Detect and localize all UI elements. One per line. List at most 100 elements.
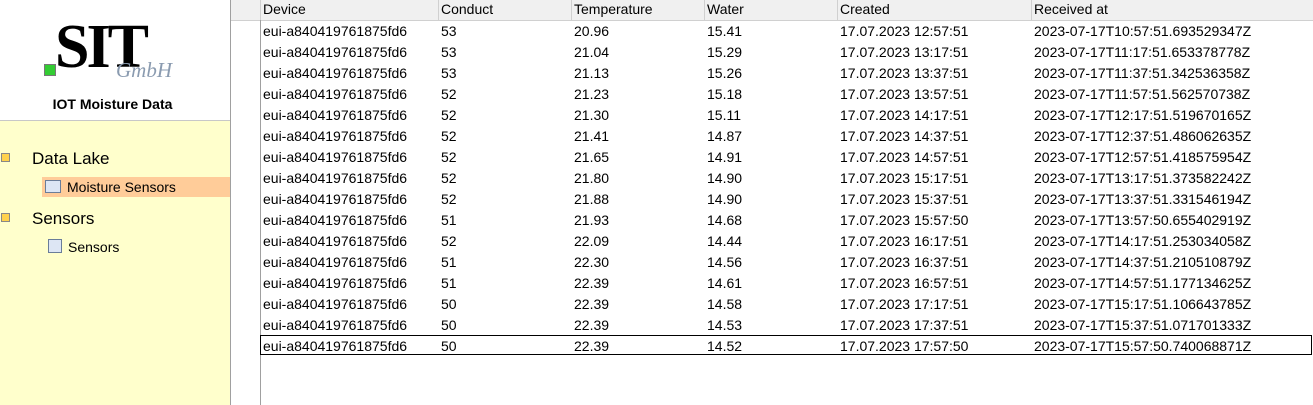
cell[interactable]: eui-a840419761875fd6 xyxy=(263,275,408,291)
cell[interactable]: eui-a840419761875fd6 xyxy=(263,23,408,39)
cell[interactable]: 52 xyxy=(441,191,457,207)
cell[interactable]: 14.44 xyxy=(707,233,743,249)
cell[interactable]: eui-a840419761875fd6 xyxy=(263,86,408,102)
cell[interactable]: 14.68 xyxy=(707,212,743,228)
cell[interactable]: 14.53 xyxy=(707,317,743,333)
cell[interactable]: 22.09 xyxy=(574,233,610,249)
cell[interactable]: 22.39 xyxy=(574,338,610,354)
tree-group[interactable]: Data Lake xyxy=(32,149,110,168)
cell[interactable]: 52 xyxy=(441,233,457,249)
cell[interactable]: 21.04 xyxy=(574,44,610,60)
cell[interactable]: 17.07.2023 16:37:51 xyxy=(840,254,969,270)
cell[interactable]: 17.07.2023 17:17:51 xyxy=(840,296,969,312)
cell[interactable]: 53 xyxy=(441,23,457,39)
cell[interactable]: 2023-07-17T12:37:51.486062635Z xyxy=(1034,128,1252,144)
cell[interactable]: 17.07.2023 15:17:51 xyxy=(840,170,969,186)
cell[interactable]: 17.07.2023 14:17:51 xyxy=(840,107,969,123)
cell[interactable]: 21.13 xyxy=(574,65,610,81)
cell[interactable]: eui-a840419761875fd6 xyxy=(263,233,408,249)
cell[interactable]: eui-a840419761875fd6 xyxy=(263,254,408,270)
cell[interactable]: 2023-07-17T15:37:51.071701333Z xyxy=(1034,317,1252,333)
cell[interactable]: 15.26 xyxy=(707,65,743,81)
cell[interactable]: 2023-07-17T11:57:51.562570738Z xyxy=(1034,86,1251,102)
cell[interactable]: 14.61 xyxy=(707,275,743,291)
collapse-toggle[interactable] xyxy=(1,153,10,162)
cell[interactable]: 17.07.2023 14:57:51 xyxy=(840,149,969,165)
cell[interactable]: eui-a840419761875fd6 xyxy=(263,212,408,228)
cell[interactable]: 17.07.2023 16:57:51 xyxy=(840,275,969,291)
cell[interactable]: 14.56 xyxy=(707,254,743,270)
cell[interactable]: 17.07.2023 12:57:51 xyxy=(840,23,969,39)
cell[interactable]: 52 xyxy=(441,128,457,144)
tree-group[interactable]: Sensors xyxy=(32,209,95,228)
cell[interactable]: 52 xyxy=(441,107,457,123)
cell[interactable]: 50 xyxy=(441,296,457,312)
column-header[interactable]: Received at xyxy=(1034,1,1108,17)
column-header[interactable]: Device xyxy=(263,1,306,17)
tree-item[interactable]: Sensors xyxy=(48,239,119,255)
column-header[interactable]: Temperature xyxy=(574,1,653,17)
cell[interactable]: 2023-07-17T14:17:51.253034058Z xyxy=(1034,233,1252,249)
cell[interactable]: 14.90 xyxy=(707,191,743,207)
cell[interactable]: 15.41 xyxy=(707,23,743,39)
cell[interactable]: eui-a840419761875fd6 xyxy=(263,65,408,81)
cell[interactable]: 53 xyxy=(441,65,457,81)
cell[interactable]: 17.07.2023 13:57:51 xyxy=(840,86,969,102)
cell[interactable]: 17.07.2023 15:37:51 xyxy=(840,191,969,207)
cell[interactable]: eui-a840419761875fd6 xyxy=(263,317,408,333)
cell[interactable]: 21.88 xyxy=(574,191,610,207)
cell[interactable]: 15.18 xyxy=(707,86,743,102)
cell[interactable]: 2023-07-17T14:37:51.210510879Z xyxy=(1034,254,1252,270)
cell[interactable]: 14.52 xyxy=(707,338,743,354)
cell[interactable]: 14.90 xyxy=(707,170,743,186)
cell[interactable]: 21.93 xyxy=(574,212,610,228)
cell[interactable]: 17.07.2023 17:37:51 xyxy=(840,317,969,333)
column-header[interactable]: Conduct xyxy=(441,1,494,17)
cell[interactable]: 17.07.2023 14:37:51 xyxy=(840,128,969,144)
cell[interactable]: 17.07.2023 13:37:51 xyxy=(840,65,969,81)
cell[interactable]: 15.29 xyxy=(707,44,743,60)
tree-item[interactable]: Moisture Sensors xyxy=(45,179,176,195)
cell[interactable]: 2023-07-17T13:37:51.331546194Z xyxy=(1034,191,1252,207)
cell[interactable]: eui-a840419761875fd6 xyxy=(263,170,408,186)
cell[interactable]: 2023-07-17T15:57:50.740068871Z xyxy=(1034,338,1252,354)
cell[interactable]: eui-a840419761875fd6 xyxy=(263,296,408,312)
cell[interactable]: 14.58 xyxy=(707,296,743,312)
cell[interactable]: 17.07.2023 15:57:50 xyxy=(840,212,969,228)
column-header[interactable]: Water xyxy=(707,1,744,17)
cell[interactable]: 51 xyxy=(441,212,457,228)
cell[interactable]: 51 xyxy=(441,275,457,291)
collapse-toggle[interactable] xyxy=(1,213,10,222)
cell[interactable]: 15.11 xyxy=(707,107,741,123)
cell[interactable]: 51 xyxy=(441,254,457,270)
cell[interactable]: eui-a840419761875fd6 xyxy=(263,149,408,165)
cell[interactable]: 2023-07-17T13:17:51.373582242Z xyxy=(1034,170,1252,186)
cell[interactable]: 17.07.2023 13:17:51 xyxy=(840,44,969,60)
cell[interactable]: 52 xyxy=(441,149,457,165)
cell[interactable]: 14.87 xyxy=(707,128,743,144)
cell[interactable]: 22.39 xyxy=(574,275,610,291)
cell[interactable]: 2023-07-17T14:57:51.177134625Z xyxy=(1034,275,1252,291)
cell[interactable]: 2023-07-17T10:57:51.693529347Z xyxy=(1034,23,1252,39)
cell[interactable]: 21.41 xyxy=(574,128,610,144)
cell[interactable]: eui-a840419761875fd6 xyxy=(263,44,408,60)
cell[interactable]: 14.91 xyxy=(707,149,743,165)
cell[interactable]: 2023-07-17T13:57:50.655402919Z xyxy=(1034,212,1252,228)
cell[interactable]: 2023-07-17T15:17:51.106643785Z xyxy=(1034,296,1252,312)
column-header[interactable]: Created xyxy=(840,1,890,17)
cell[interactable]: eui-a840419761875fd6 xyxy=(263,107,408,123)
cell[interactable]: eui-a840419761875fd6 xyxy=(263,338,408,354)
cell[interactable]: 50 xyxy=(441,317,457,333)
cell[interactable]: 52 xyxy=(441,170,457,186)
cell[interactable]: 21.23 xyxy=(574,86,610,102)
cell[interactable]: eui-a840419761875fd6 xyxy=(263,128,408,144)
cell[interactable]: 21.30 xyxy=(574,107,610,123)
cell[interactable]: 17.07.2023 16:17:51 xyxy=(840,233,969,249)
cell[interactable]: 2023-07-17T12:17:51.519670165Z xyxy=(1034,107,1252,123)
cell[interactable]: 2023-07-17T12:57:51.418575954Z xyxy=(1034,149,1252,165)
cell[interactable]: 53 xyxy=(441,44,457,60)
cell[interactable]: 21.80 xyxy=(574,170,610,186)
cell[interactable]: 22.39 xyxy=(574,296,610,312)
cell[interactable]: 22.30 xyxy=(574,254,610,270)
cell[interactable]: 2023-07-17T11:17:51.653378778Z xyxy=(1034,44,1251,60)
